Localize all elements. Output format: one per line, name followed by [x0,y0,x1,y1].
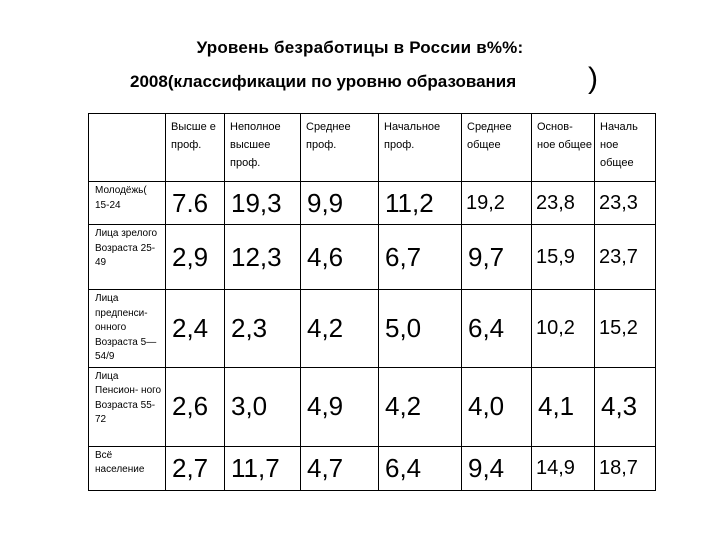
table-cell: 9,9 [300,181,379,225]
table-cell: 19,3 [224,181,301,225]
title-closing-parenthesis: ) [588,62,598,95]
header-row: Высше е проф. Неполное высшее проф. Сред… [88,113,656,182]
table-cell: 9,4 [461,445,532,491]
header-secondary-general: Среднее общее [461,113,532,182]
table-cell: 23,3 [594,181,656,225]
header-basic-general: Основ- ное общее [531,113,595,182]
table-cell: 4,6 [300,224,379,290]
table-cell: 15,2 [594,289,656,368]
header-higher-prof: Высше е проф. [165,113,225,182]
header-incomplete-higher: Неполное высшее проф. [224,113,301,182]
table-cell: 2,3 [224,289,301,368]
page-title-line-1: Уровень безработицы в России в%%: [196,38,524,57]
table-cell: 2,6 [165,366,225,447]
table-row: Всё население 2,7 11,7 4,7 6,4 9,4 14,9 … [88,445,656,491]
table-row: Лица Пенсион- ного Возраста 55-72 2,6 3,… [88,366,656,447]
table-cell: 4,2 [378,366,462,447]
table-cell: 23,8 [531,181,595,225]
table-cell: 11,7 [224,445,301,491]
row-label: Лица Пенсион- ного Возраста 55-72 [88,366,166,447]
table-cell: 2,4 [165,289,225,368]
table-cell: 10,2 [531,289,595,368]
table-cell: 14,9 [531,445,595,491]
row-label: Молодёжь( 15-24 [88,181,166,225]
table-cell: 23,7 [594,224,656,290]
header-primary-prof: Начальное проф. [378,113,462,182]
table-cell: 3,0 [224,366,301,447]
table-cell: 11,2 [378,181,462,225]
table-cell: 12,3 [224,224,301,290]
unemployment-table: Высше е проф. Неполное высшее проф. Сред… [88,113,656,491]
table-cell: 6,4 [461,289,532,368]
page-title-line-2: 2008(классификации по уровню образования [130,72,517,91]
table-cell: 9,7 [461,224,532,290]
table-row: Лица зрелого Возраста 25-49 2,9 12,3 4,6… [88,224,656,290]
table-cell: 5,0 [378,289,462,368]
table-cell: 6,7 [378,224,462,290]
table-cell: 7.6 [165,181,225,225]
row-label: Всё население [88,445,166,491]
table-cell: 2,9 [165,224,225,290]
table-cell: 4,7 [300,445,379,491]
header-secondary-prof: Среднее проф. [300,113,379,182]
row-label: Лица зрелого Возраста 25-49 [88,224,166,290]
table-cell: 6,4 [378,445,462,491]
header-cell-empty [88,113,166,182]
table-cell: 4,0 [461,366,532,447]
table-cell: 4,3 [594,366,656,447]
table-cell: 4,1 [531,366,595,447]
table-cell: 19,2 [461,181,532,225]
table-row: Лица предпенси- онного Возраста 5—54/9 2… [88,289,656,368]
table-cell: 2,7 [165,445,225,491]
table-row: Молодёжь( 15-24 7.6 19,3 9,9 11,2 19,2 2… [88,181,656,225]
table-cell: 15,9 [531,224,595,290]
row-label: Лица предпенси- онного Возраста 5—54/9 [88,289,166,368]
table-cell: 18,7 [594,445,656,491]
table-cell: 4,2 [300,289,379,368]
header-primary-general: Началь ное общее [594,113,656,182]
table-cell: 4,9 [300,366,379,447]
